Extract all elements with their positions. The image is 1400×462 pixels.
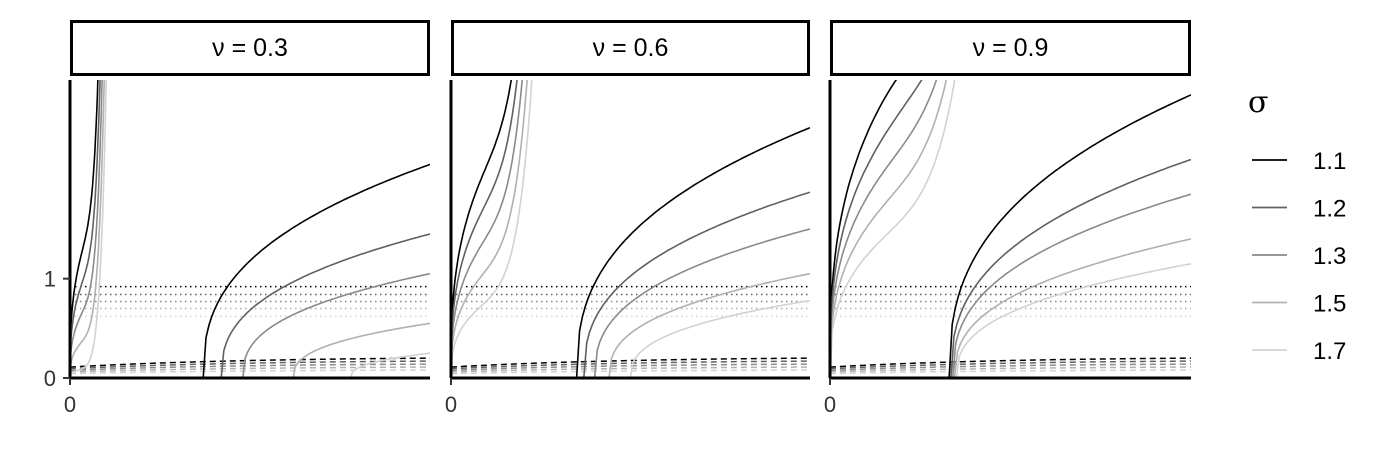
- right-curve-sigma-1.1: [202, 163, 430, 379]
- dashed-line-sigma-1.5: [451, 366, 810, 373]
- right-curve-sigma-1.1: [948, 94, 1191, 379]
- x-tick-label: 0: [64, 392, 76, 417]
- right-curve-sigma-1.7: [955, 263, 1191, 379]
- left-curve-sigma-1.7: [70, 80, 108, 379]
- dashed-line-sigma-1.2: [451, 360, 810, 370]
- panel-0-3: ν = 0.3 00 1: [44, 20, 430, 417]
- y-tick-label: 0: [44, 366, 56, 391]
- dashed-line-sigma-1.7: [451, 369, 810, 375]
- dashed-line-sigma-1.1: [830, 357, 1191, 368]
- left-curve-sigma-1.3: [70, 80, 103, 379]
- right-curve-sigma-1.7: [350, 352, 430, 379]
- left-curve-sigma-1.3: [451, 80, 523, 379]
- curves-group: [830, 80, 1191, 379]
- x-tick-label: 0: [445, 392, 457, 417]
- curves-group: [70, 80, 430, 379]
- left-curve-sigma-1.2: [451, 80, 518, 379]
- right-curve-sigma-1.3: [242, 272, 430, 379]
- facet-strip: [451, 20, 810, 76]
- right-curve-sigma-1.3: [951, 193, 1191, 379]
- right-curve-sigma-1.5: [292, 322, 430, 379]
- dashed-line-sigma-1.3: [830, 363, 1191, 372]
- facet-strip-label: ν = 0.3: [212, 34, 288, 62]
- curves-group: [451, 80, 810, 379]
- right-curve-sigma-1.7: [629, 299, 810, 379]
- legend-label-1.5: 1.5: [1313, 291, 1346, 318]
- right-curve-sigma-1.5: [608, 272, 810, 379]
- left-curve-sigma-1.7: [451, 80, 533, 379]
- dashed-line-sigma-1.3: [451, 363, 810, 372]
- left-curve-sigma-1.2: [830, 80, 923, 379]
- dashed-line-sigma-1.5: [830, 366, 1191, 373]
- legend-label-1.7: 1.7: [1313, 338, 1346, 365]
- dashed-line-sigma-1.1: [451, 357, 810, 368]
- left-curve-sigma-1.5: [830, 80, 948, 379]
- dashed-line-sigma-1.7: [830, 369, 1191, 375]
- dashed-line-sigma-1.2: [830, 360, 1191, 370]
- panel-0-6: ν = 0.6 0: [445, 20, 810, 417]
- y-tick-label: 1: [44, 267, 56, 292]
- left-curve-sigma-1.1: [830, 80, 898, 379]
- right-curve-sigma-1.2: [950, 158, 1191, 379]
- left-curve-sigma-1.3: [830, 80, 938, 379]
- panel-0-9: ν = 0.9 0: [824, 20, 1191, 417]
- dashed-line-sigma-1.5: [70, 366, 430, 373]
- right-curve-sigma-1.3: [593, 228, 810, 379]
- right-curve-sigma-1.1: [575, 126, 810, 379]
- left-curve-sigma-1.1: [70, 80, 99, 379]
- x-tick-label: 0: [824, 392, 836, 417]
- facet-strip: [70, 20, 430, 76]
- left-curve-sigma-1.2: [70, 80, 101, 379]
- legend-label-1.3: 1.3: [1313, 243, 1346, 270]
- left-curve-sigma-1.7: [830, 80, 956, 379]
- right-curve-sigma-1.2: [220, 233, 430, 379]
- right-curve-sigma-1.2: [583, 191, 810, 379]
- legend-label-1.2: 1.2: [1313, 196, 1346, 223]
- facet-strip-label: ν = 0.9: [973, 34, 1049, 62]
- facet-strip-label: ν = 0.6: [593, 34, 669, 62]
- legend-title: σ: [1248, 85, 1268, 120]
- legend: σ 1.1 1.2 1.3 1.5 1.7: [1248, 85, 1346, 365]
- legend-label-1.1: 1.1: [1313, 148, 1346, 175]
- dashed-line-sigma-1.7: [70, 369, 430, 375]
- left-curve-sigma-1.5: [451, 80, 528, 379]
- right-curve-sigma-1.5: [953, 238, 1191, 379]
- left-curve-sigma-1.5: [70, 80, 106, 379]
- left-curve-sigma-1.1: [451, 80, 513, 379]
- facet-strip: [830, 20, 1191, 76]
